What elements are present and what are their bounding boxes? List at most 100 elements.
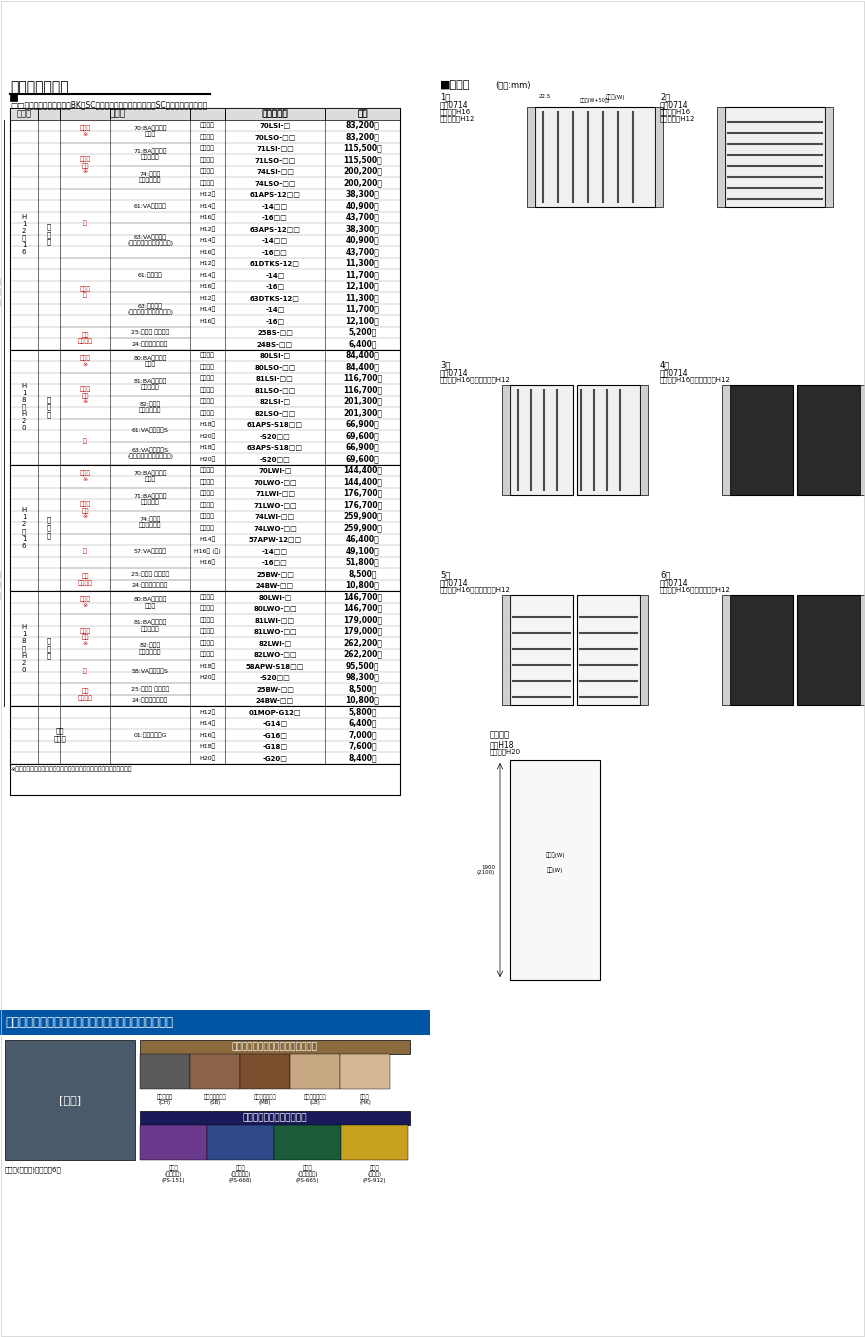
Text: 片
開
き: 片 開 き [47,223,51,246]
Text: 電気錠
金具
※: 電気錠 金具 ※ [80,628,91,646]
Text: 24BW-□□: 24BW-□□ [256,582,294,588]
Text: -S20□□: -S20□□ [260,456,291,461]
Text: H18用: H18用 [199,743,215,749]
Text: H12用: H12用 [199,226,215,231]
Text: 66,900円: 66,900円 [346,420,380,429]
Text: 63APS-S18□□: 63APS-S18□□ [247,444,303,451]
Text: 115,500円: 115,500円 [343,155,381,164]
Text: 錠金具
※: 錠金具 ※ [80,471,91,481]
Text: -G16□: -G16□ [263,731,287,738]
Text: H12用: H12用 [199,261,215,266]
Text: （）内はH16、〈　〉内はH12: （）内はH16、〈 〉内はH12 [660,586,731,592]
Text: 内開き用: 内開き用 [200,353,215,358]
Text: （）内はH16、〈　〉内はH12: （）内はH16、〈 〉内はH12 [440,376,511,382]
Text: 内開き用: 内開き用 [200,513,215,519]
Text: 2型: 2型 [660,92,670,102]
Text: 25:アルミ ヒジツボ: 25:アルミ ヒジツボ [131,686,170,691]
Text: -14□□: -14□□ [262,237,288,243]
Text: 24:半調整ヒジツボ: 24:半調整ヒジツボ [131,583,168,588]
Text: 25BS-□□: 25BS-□□ [257,329,293,336]
Bar [640,595,648,705]
Bar [10,108,400,796]
Text: 116,700円: 116,700円 [343,374,382,382]
Text: 内開き用: 内開き用 [200,398,215,404]
Text: 〈　〉内はH12: 〈 〉内はH12 [440,115,476,122]
Text: 74:マルチ
エントリー錠: 74:マルチ エントリー錠 [138,516,161,528]
Text: 83,200円: 83,200円 [345,120,380,130]
Text: 外開き用: 外開き用 [200,628,215,634]
Text: 179,000円: 179,000円 [343,615,382,624]
Text: -16□: -16□ [266,283,285,289]
Bar [140,1054,190,1090]
Bar [510,595,573,705]
Text: H16用 (内): H16用 (内) [194,548,221,554]
Bar [510,385,573,495]
Text: ライトブラウン
(LB): ライトブラウン (LB) [304,1094,326,1106]
Bar [140,1040,410,1054]
Text: 80:BAプッシュ
プル錠: 80:BAプッシュ プル錠 [133,354,167,368]
Text: 電気錠
金具
※: 電気錠 金具 ※ [80,501,91,520]
Text: 図はH18: 図はH18 [490,739,515,749]
Text: 図は0714: 図は0714 [660,368,689,377]
Text: H20用: H20用 [199,674,215,681]
Text: マロンブラウン
(MB): マロンブラウン (MB) [253,1094,277,1106]
Text: 錠金具
※: 錠金具 ※ [80,596,91,608]
Bar [502,385,510,495]
Text: 1型: 1型 [440,92,451,102]
Text: 外開き用: 外開き用 [200,606,215,611]
Text: H18用: H18用 [199,663,215,668]
Text: 38,300円: 38,300円 [345,190,380,199]
Text: 71LWI-□□: 71LWI-□□ [255,491,295,496]
Text: 5,800円: 5,800円 [349,707,377,717]
Text: 144,400円: 144,400円 [343,477,382,487]
Text: 深緑色
(ふかみどり)
(PS-665): 深緑色 (ふかみどり) (PS-665) [296,1165,319,1183]
Text: 115,500円: 115,500円 [343,144,381,152]
Text: -16□□: -16□□ [262,249,288,255]
Text: 3型: 3型 [440,360,451,369]
Text: H12用: H12用 [199,709,215,714]
Text: 外開き用: 外開き用 [200,156,215,163]
Text: 図は0714: 図は0714 [440,100,469,110]
Text: 片
開
き: 片 開 き [47,396,51,418]
Text: H16用: H16用 [199,283,215,289]
Text: 146,700円: 146,700円 [343,604,382,612]
Text: 11,700円: 11,700円 [345,270,380,279]
Text: 内開き用: 内開き用 [200,168,215,174]
Text: ■据付図: ■据付図 [440,80,471,90]
Text: 内開き用: 内開き用 [200,594,215,599]
Text: 電気錠
金具
※: 電気錠 金具 ※ [80,386,91,405]
Text: 内開き用: 内開き用 [200,146,215,151]
Bar [0,1009,430,1035]
Text: カラーコーディネイトが楽しめるアクセントカラー。: カラーコーディネイトが楽しめるアクセントカラー。 [5,1016,173,1028]
Text: 71LSI-□□: 71LSI-□□ [256,146,294,151]
Text: 黄金色
(こがね)
(PS-912): 黄金色 (こがね) (PS-912) [362,1165,387,1183]
Text: 5,200円: 5,200円 [349,328,376,337]
Text: 116,700円: 116,700円 [343,385,382,394]
Text: 両
開
き: 両 開 き [47,517,51,539]
Text: 49,100円: 49,100円 [346,547,380,555]
Bar [340,1054,390,1090]
Text: 6,400円: 6,400円 [349,340,377,348]
Text: H14用: H14用 [199,721,215,726]
Text: 81LSO-□□: 81LSO-□□ [254,386,296,393]
Text: 6,400円: 6,400円 [349,719,377,727]
Text: 25BW-□□: 25BW-□□ [256,571,294,576]
Text: 全面
戸当り: 全面 戸当り [54,727,67,742]
Text: 電気錠
金具
※: 電気錠 金具 ※ [80,156,91,174]
Text: 外開き用: 外開き用 [200,180,215,186]
Text: 69,600円: 69,600円 [346,455,380,463]
Text: 179,000円: 179,000円 [343,627,382,636]
Bar [730,595,793,705]
Text: 図は0714: 図は0714 [440,368,469,377]
Text: -14□□: -14□□ [262,548,288,554]
Text: -14□□: -14□□ [262,203,288,209]
Text: 51,800円: 51,800円 [346,558,380,567]
Bar [717,107,725,207]
Text: 24BS-□□: 24BS-□□ [257,341,293,346]
Text: H14用: H14用 [199,271,215,278]
Text: 11,300円: 11,300円 [346,259,380,267]
Bar [510,759,600,980]
Text: -14□: -14□ [266,306,285,313]
Text: H16用: H16用 [199,318,215,324]
Text: 74LSO-□□: 74LSO-□□ [254,179,296,186]
